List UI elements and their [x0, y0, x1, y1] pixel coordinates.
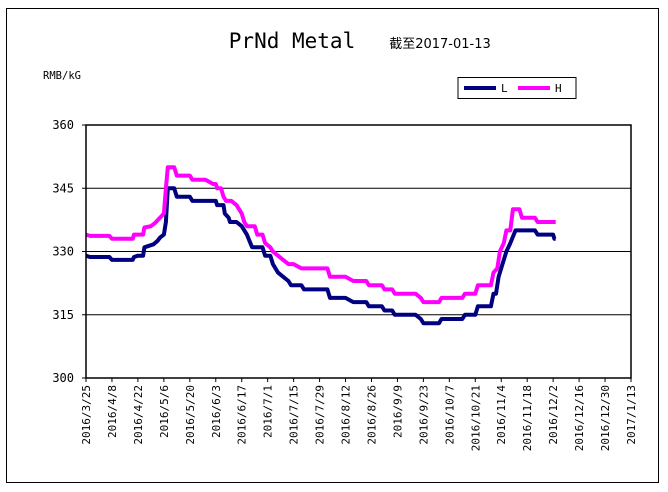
y-tick-label-360: 360 — [52, 118, 74, 132]
x-tick-label: 2016/6/3 — [210, 385, 223, 438]
x-tick-label: 2016/8/12 — [340, 385, 353, 445]
x-tick-label: 2016/7/29 — [314, 385, 327, 445]
x-tick-label: 2016/10/7 — [443, 385, 456, 445]
x-tick-label: 2016/9/23 — [417, 385, 430, 445]
x-tick-label: 2017/1/13 — [625, 385, 638, 445]
y-tick-label-315: 315 — [52, 308, 74, 322]
x-tick-label: 2016/11/4 — [495, 385, 508, 445]
x-axis-tick-labels: 2016/3/25 2016/4/8 2016/4/22 2016/5/6 2016/5… — [80, 385, 638, 452]
y-axis-tick-labels: 300 315 330 345 360 — [52, 118, 74, 385]
series-layer — [85, 165, 557, 326]
x-tick-label: 2016/3/25 — [80, 385, 93, 445]
x-tick-label: 2016/4/8 — [106, 385, 119, 438]
x-tick-label: 2016/11/18 — [521, 385, 534, 451]
x-tick-label: 2016/4/22 — [132, 385, 145, 445]
x-tick-label: 2016/6/17 — [236, 385, 249, 445]
x-tick-label: 2016/7/15 — [288, 385, 301, 445]
chart-subtitle: 截至2017-01-13 — [389, 37, 491, 52]
chart-title: PrNd Metal — [229, 29, 355, 53]
legend-label-l: L — [501, 82, 508, 95]
grid-lines — [82, 124, 631, 379]
series-line-h — [85, 165, 556, 305]
plot-area-border — [85, 124, 632, 379]
x-tick-label: 2016/7/1 — [262, 385, 275, 438]
y-tick-label-330: 330 — [52, 245, 74, 259]
series-line-l — [85, 186, 557, 326]
x-tick-label: 2016/12/16 — [573, 385, 586, 451]
y-tick-label-300: 300 — [52, 371, 74, 385]
y-axis-unit-label: RMB/kG — [43, 70, 81, 82]
x-tick-label: 2016/12/2 — [547, 385, 560, 445]
x-tick-label: 2016/5/20 — [184, 385, 197, 445]
y-tick-label-345: 345 — [52, 181, 74, 195]
legend-box — [457, 77, 577, 99]
x-tick-label: 2016/12/30 — [599, 385, 612, 451]
legend: L H — [457, 77, 577, 99]
legend-label-h: H — [555, 82, 562, 95]
x-tick-label: 2016/10/21 — [469, 385, 482, 451]
x-tick-label: 2016/9/9 — [391, 385, 404, 438]
x-tick-label: 2016/8/26 — [365, 385, 378, 445]
x-tick-label: 2016/5/6 — [158, 385, 171, 438]
